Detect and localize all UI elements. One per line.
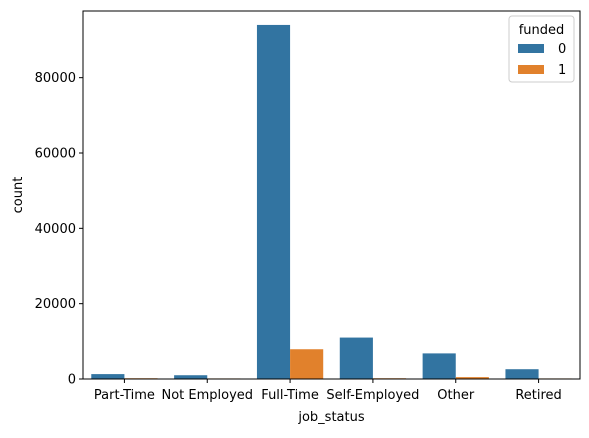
x-tick-label: Part-Time (94, 388, 155, 403)
legend-label-1: 1 (558, 63, 566, 78)
x-tick-label: Not Employed (161, 388, 253, 403)
bar-series-1-full-time (290, 349, 324, 379)
legend-swatch-0 (518, 44, 544, 53)
x-tick-label: Retired (515, 388, 561, 403)
x-tick-label: Full-Time (261, 388, 319, 403)
legend-label-0: 0 (558, 42, 566, 57)
x-tick-label: Self-Employed (326, 388, 419, 403)
bar-series-0-retired (505, 369, 539, 379)
y-tick-label: 60000 (35, 147, 76, 162)
x-axis-ticks: Part-Time Not Employed Full-Time Self-Emplo… (94, 379, 562, 403)
y-tick-label: 40000 (35, 222, 76, 237)
bar-series-0-other (422, 353, 456, 379)
legend: funded 0 1 (508, 15, 575, 83)
y-tick-label: 80000 (35, 71, 76, 86)
bar-series-0-part-time (91, 374, 125, 379)
bar-series-1-other (455, 377, 489, 379)
bars-layer (91, 24, 572, 379)
y-axis-ticks: 0 20000 40000 60000 80000 (35, 71, 83, 388)
plot-frame (82, 10, 581, 380)
legend-title: funded (519, 23, 565, 38)
bar-series-0-self-employed (339, 337, 373, 379)
y-axis-label: count (11, 177, 26, 214)
x-tick-label: Other (437, 388, 475, 403)
bar-series-0-not-employed (174, 375, 208, 379)
y-tick-label: 0 (68, 373, 76, 388)
x-axis-label: job_status (297, 410, 364, 425)
bar-series-0-full-time (256, 24, 291, 379)
y-tick-label: 20000 (35, 297, 76, 312)
legend-swatch-1 (518, 65, 544, 74)
